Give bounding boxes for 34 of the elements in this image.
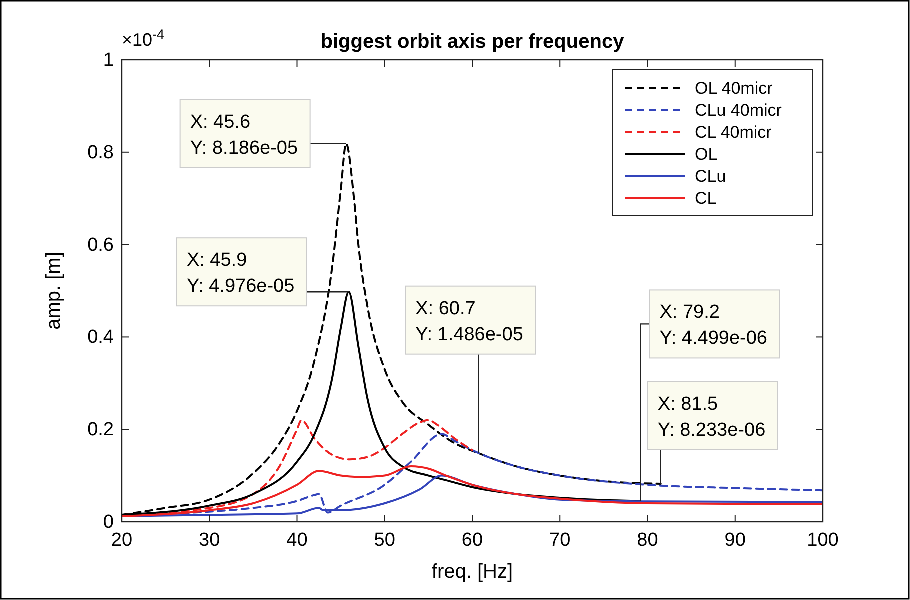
y-axis-title: amp. [m] xyxy=(43,252,65,330)
legend-label: CLu xyxy=(695,167,726,186)
annotation: X: 60.7 Y: 1.486e-05 xyxy=(416,298,524,346)
x-tick-label: 70 xyxy=(550,530,571,551)
y-tick-label: 0.8 xyxy=(88,142,114,164)
y-tick-label: 0.6 xyxy=(88,234,114,256)
x-tick-label: 40 xyxy=(286,530,308,551)
callout: X: 45.9 Y: 4.976e-05 xyxy=(176,238,350,307)
y-tick-label: 0 xyxy=(103,512,114,533)
annotation: X: 79.2 Y: 4.499e-06 xyxy=(660,302,768,350)
y-tick-label: 0.4 xyxy=(88,327,114,348)
y-tick-label: 1 xyxy=(103,50,114,71)
callout: X: 81.5 Y: 8.233e-06 xyxy=(647,381,778,484)
annotation: X: 45.9 Y: 4.976e-05 xyxy=(186,250,295,298)
x-tick-label: 20 xyxy=(111,530,133,551)
legend-label: CL 40micr xyxy=(695,123,772,142)
x-tick-label: 60 xyxy=(462,530,484,551)
chart-title: biggest orbit axis per frequency xyxy=(320,31,626,53)
x-tick-label: 80 xyxy=(637,530,658,551)
x-tick-label: 30 xyxy=(199,530,220,551)
annotation: X: 81.5 Y: 8.233e-06 xyxy=(658,394,766,441)
annotation: X: 45.6 Y: 8.186e-05 xyxy=(190,112,298,159)
legend-label: OL xyxy=(695,145,718,164)
x-tick-label: 90 xyxy=(724,530,746,551)
y-tick-label: 0.2 xyxy=(88,420,114,441)
x-axis-title: freq. [Hz] xyxy=(432,561,514,583)
x-tick-label: 100 xyxy=(807,530,839,551)
callout: X: 60.7 Y: 1.486e-05 xyxy=(405,286,536,454)
legend-label: CL xyxy=(695,189,717,208)
text: ×10$^{-4}$ xyxy=(122,26,166,50)
legend-label: CLu 40micr xyxy=(695,101,782,120)
legend-label: OL 40micr xyxy=(695,79,774,98)
x-tick-label: 50 xyxy=(374,530,396,551)
callout: X: 45.6 Y: 8.186e-05 xyxy=(180,99,347,168)
